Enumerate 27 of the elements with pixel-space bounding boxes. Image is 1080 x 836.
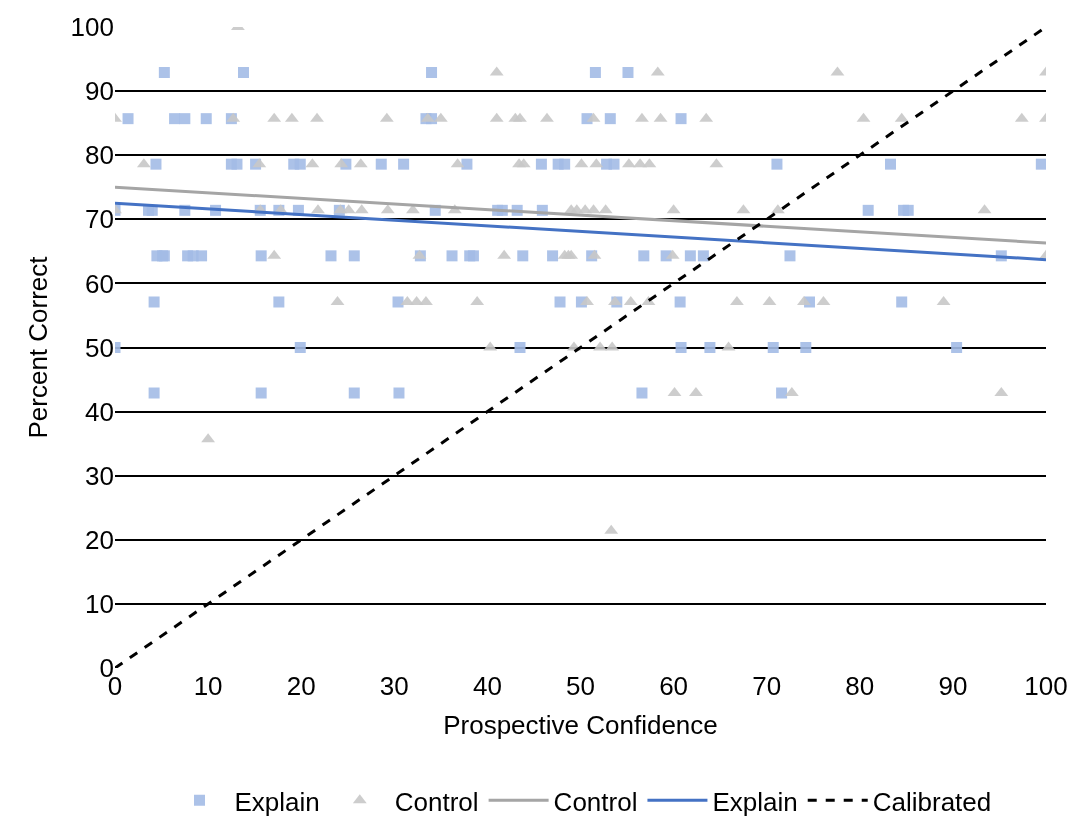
y-tick-label: 80 [85, 140, 114, 171]
y-axis-title: Percent Correct [23, 255, 54, 439]
x-axis-title: Prospective Confidence [443, 709, 718, 740]
legend-label: Calibrated [872, 786, 992, 817]
y-tick-label: 40 [85, 396, 114, 427]
y-tick-label: 30 [85, 460, 114, 491]
legend-label: Control [553, 786, 638, 817]
y-tick-label: 50 [85, 332, 114, 363]
x-tick-label: 20 [286, 671, 316, 701]
x-tick-label: 50 [566, 671, 595, 701]
y-tick-label: 100 [70, 12, 114, 43]
y-tick-label: 20 [85, 524, 114, 555]
x-tick-label: 80 [845, 671, 875, 701]
y-tick-label: 70 [85, 204, 114, 235]
y-tick-label: 90 [85, 76, 114, 107]
x-tick-label: 40 [472, 671, 502, 701]
x-tick-label: 30 [379, 671, 409, 701]
y-tick-label: 10 [85, 589, 114, 619]
y-tick-label: 60 [85, 268, 114, 299]
x-tick-label: 10 [193, 671, 223, 701]
legend-label: Explain [234, 786, 320, 817]
x-tick-label: 70 [752, 671, 782, 701]
legend-label: Explain [712, 786, 798, 817]
legend-label: Control [394, 786, 479, 817]
x-tick-label: 60 [659, 671, 689, 701]
x-tick-label: 90 [938, 671, 968, 701]
x-tick-label: 100 [1024, 671, 1068, 701]
